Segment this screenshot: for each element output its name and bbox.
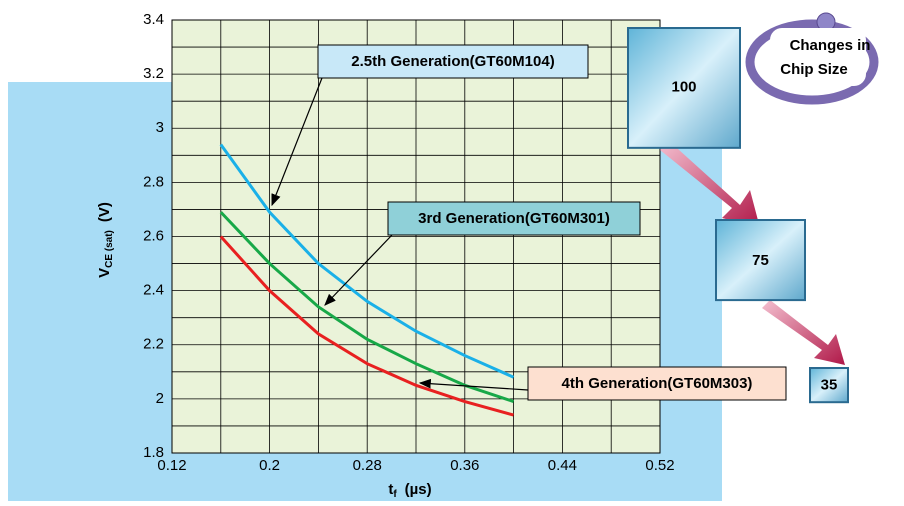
series-label: 3rd Generation(GT60M301) (418, 210, 610, 227)
y-tick-label: 2 (156, 390, 164, 407)
callout-arrow (271, 77, 323, 207)
y-tick-label: 2.8 (143, 173, 164, 190)
chip-box (715, 219, 806, 302)
y-label-main: V (96, 268, 113, 278)
emblem-text: Changes in (790, 37, 871, 54)
y-tick-label: 2.6 (143, 227, 164, 244)
y-tick-label: 3 (156, 119, 164, 136)
y-tick-label: 2.4 (143, 282, 164, 299)
chip-box (809, 367, 849, 404)
callout-box (317, 44, 589, 79)
y-tick-label: 3.4 (143, 11, 164, 28)
series-label: 4th Generation(GT60M303) (562, 375, 753, 392)
y-label-sub: CE (sat) (104, 230, 115, 268)
chip-value: 75 (752, 252, 769, 269)
y-label-unit: (V) (96, 202, 113, 222)
y-tick-label: 2.2 (143, 336, 164, 353)
series-label: 2.5th Generation(GT60M104) (351, 53, 554, 70)
x-axis-label: tf (µs) (388, 481, 431, 500)
chip-box (627, 27, 741, 149)
emblem-face (770, 28, 866, 86)
x-tick-label: 0.12 (157, 457, 186, 474)
callout-box (527, 366, 787, 401)
chip-value: 35 (821, 376, 838, 393)
x-tick-label: 0.28 (353, 457, 382, 474)
chip-value: 100 (671, 78, 696, 95)
callout-arrow (418, 378, 529, 391)
y-tick-label: 1.8 (143, 444, 164, 461)
x-tick-label: 0.52 (645, 457, 674, 474)
x-label-unit: (µs) (405, 481, 432, 498)
x-tick-label: 0.2 (259, 457, 280, 474)
y-tick-label: 3.2 (143, 65, 164, 82)
emblem-text: Chip Size (780, 61, 848, 78)
x-tick-label: 0.44 (548, 457, 577, 474)
series-line (219, 235, 515, 417)
x-tick-label: 0.36 (450, 457, 479, 474)
arrow (762, 300, 845, 365)
y-axis-label: VCE (sat) (V) (96, 202, 115, 278)
callout-arrow (324, 234, 393, 306)
x-label-main: t (388, 481, 393, 498)
series-line (219, 143, 515, 379)
x-label-sub: f (393, 489, 397, 500)
arrow (660, 140, 760, 228)
emblem-ring (745, 19, 879, 105)
callout-box (387, 201, 641, 236)
